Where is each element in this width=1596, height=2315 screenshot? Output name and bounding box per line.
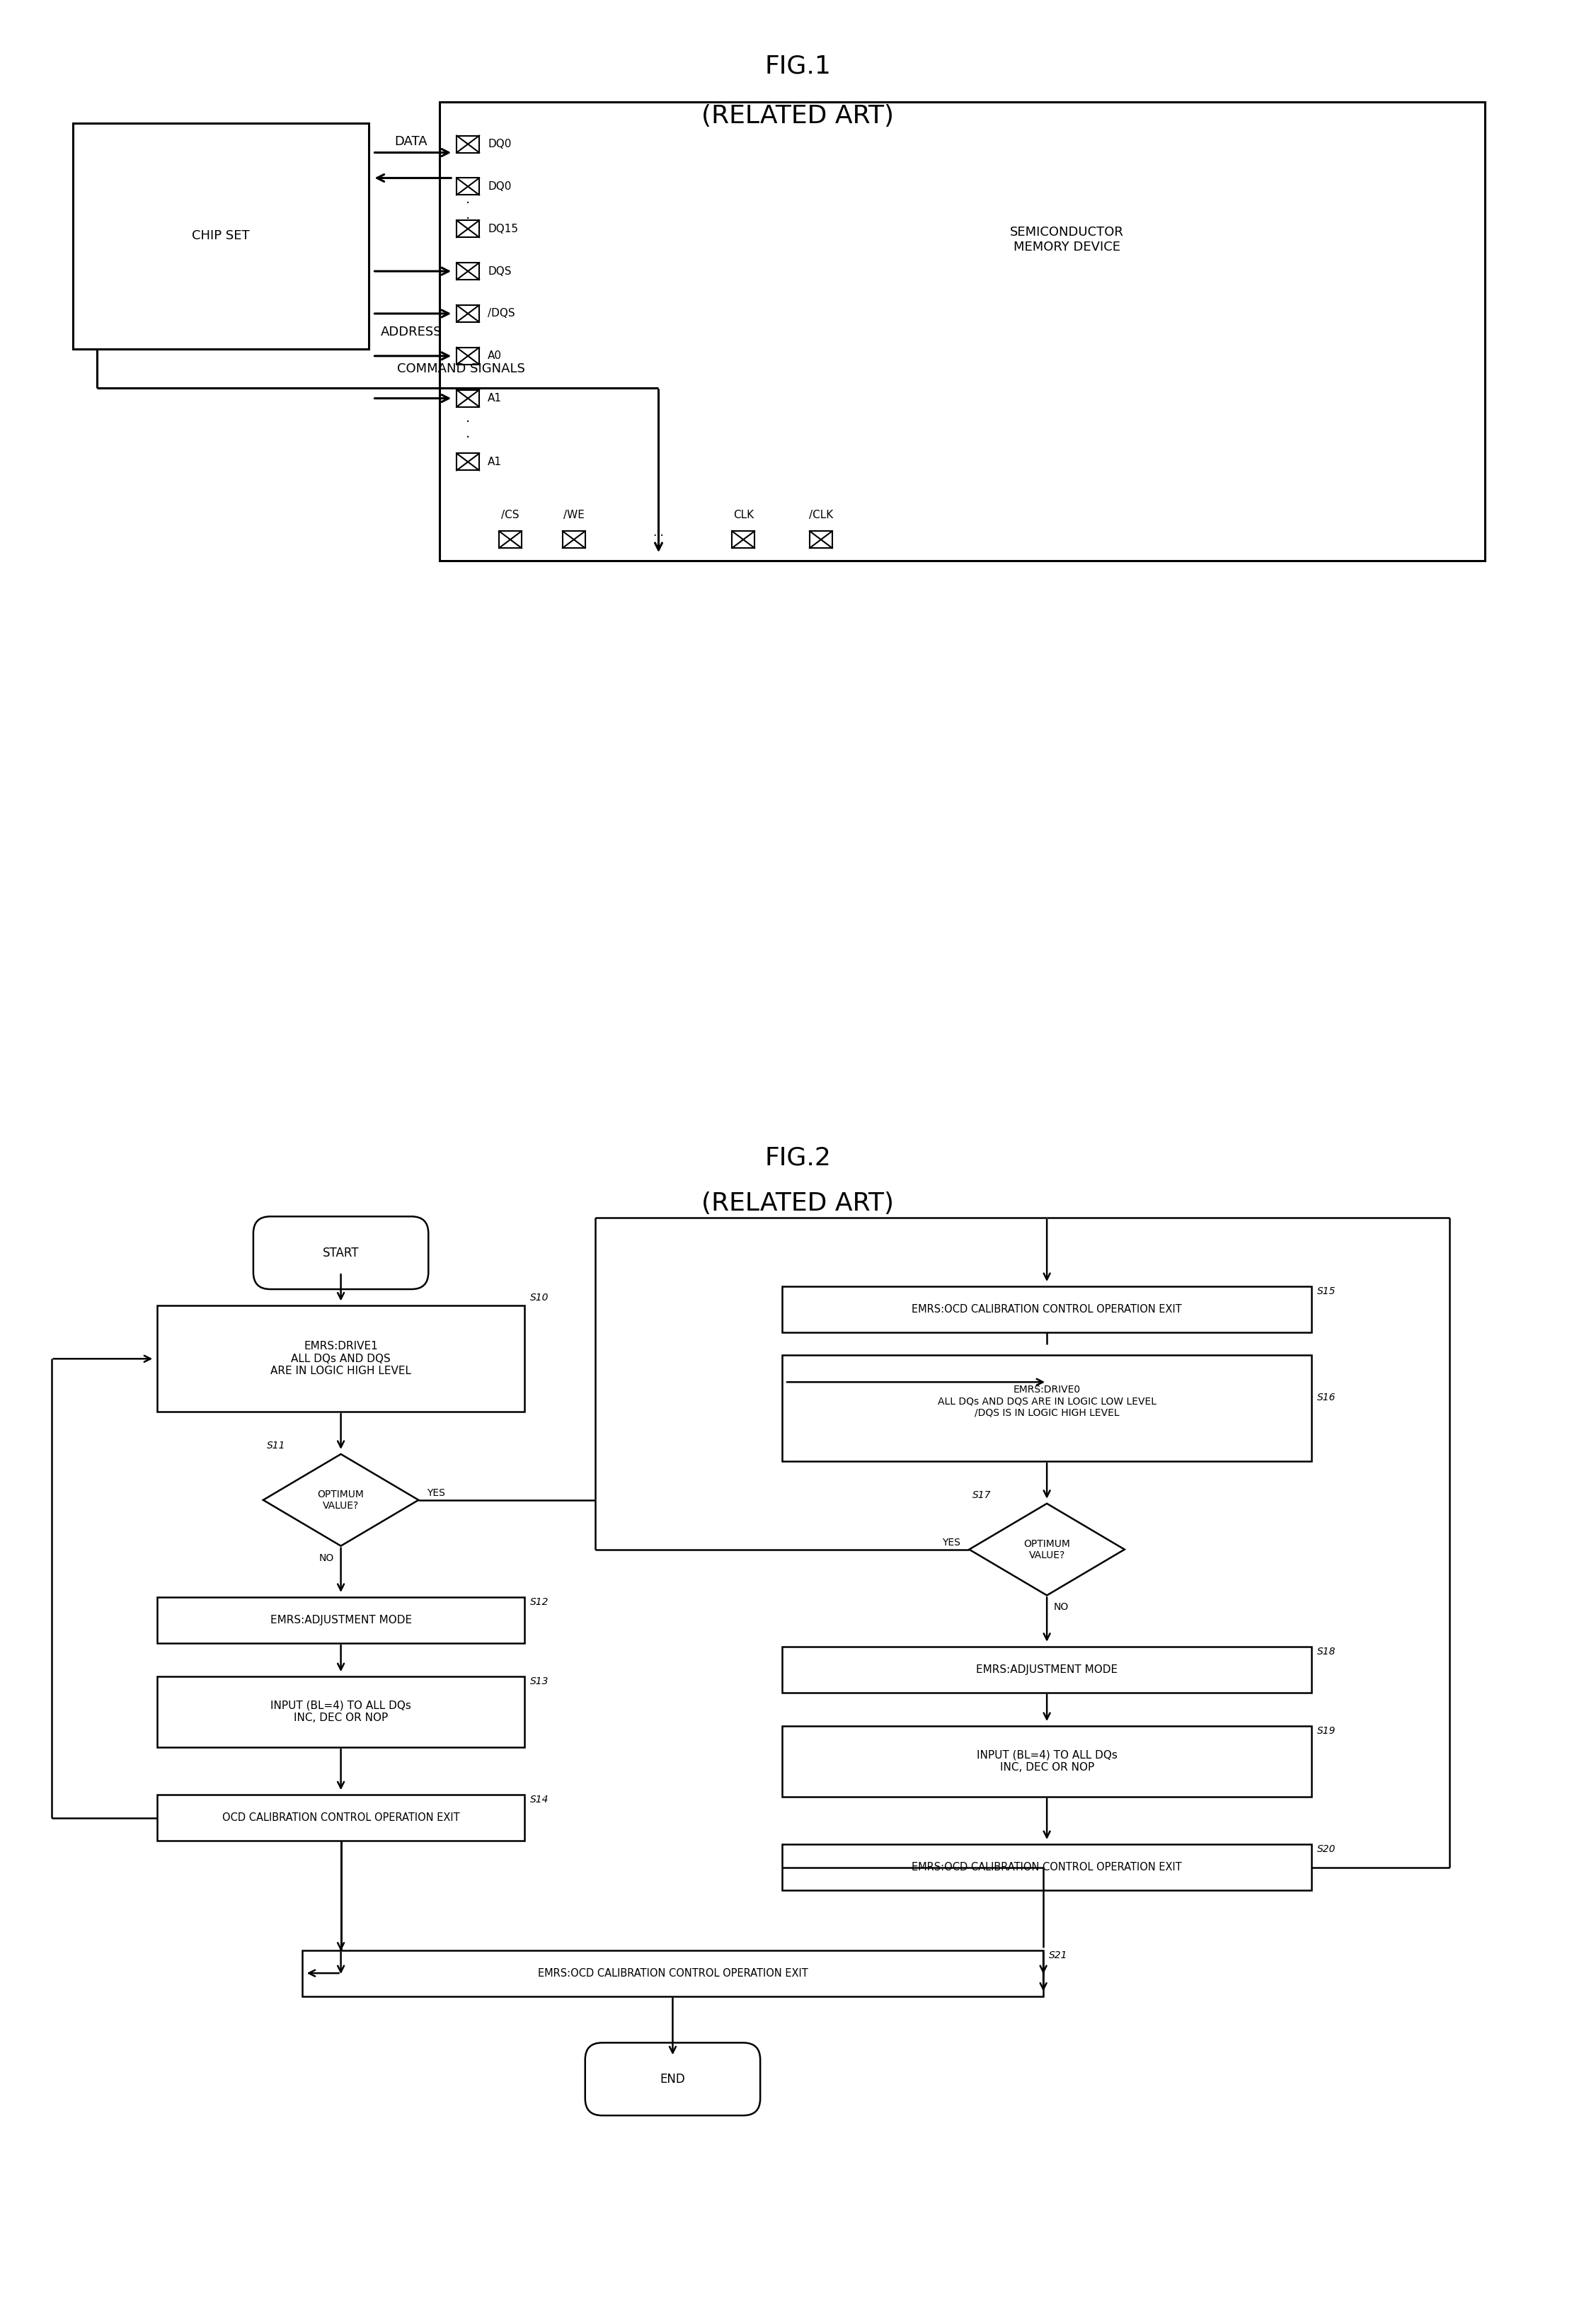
Text: FIG.1: FIG.1 [764, 53, 832, 79]
Text: A0: A0 [488, 350, 501, 361]
FancyBboxPatch shape [254, 1215, 428, 1289]
Text: EMRS:DRIVE1
ALL DQs AND DQS
ARE IN LOGIC HIGH LEVEL: EMRS:DRIVE1 ALL DQs AND DQS ARE IN LOGIC… [270, 1340, 412, 1377]
Text: EMRS:OCD CALIBRATION CONTROL OPERATION EXIT: EMRS:OCD CALIBRATION CONTROL OPERATION E… [911, 1303, 1183, 1315]
Text: CHIP SET: CHIP SET [192, 229, 249, 243]
Text: DATA: DATA [394, 134, 428, 148]
Text: OPTIMUM
VALUE?: OPTIMUM VALUE? [318, 1489, 364, 1512]
FancyBboxPatch shape [456, 306, 479, 322]
Text: DQ0: DQ0 [488, 181, 511, 192]
Text: COMMAND SIGNALS: COMMAND SIGNALS [397, 361, 525, 375]
Text: S12: S12 [530, 1597, 549, 1607]
Text: EMRS:ADJUSTMENT MODE: EMRS:ADJUSTMENT MODE [977, 1664, 1117, 1674]
Text: EMRS:DRIVE0
ALL DQs AND DQS ARE IN LOGIC LOW LEVEL
/DQS IS IN LOGIC HIGH LEVEL: EMRS:DRIVE0 ALL DQs AND DQS ARE IN LOGIC… [937, 1384, 1156, 1417]
Polygon shape [263, 1454, 418, 1546]
FancyBboxPatch shape [782, 1354, 1312, 1461]
FancyBboxPatch shape [302, 1949, 1044, 1996]
Text: S16: S16 [1317, 1394, 1336, 1403]
FancyBboxPatch shape [562, 530, 586, 549]
FancyBboxPatch shape [158, 1306, 525, 1412]
Text: NO: NO [319, 1553, 334, 1563]
Text: NO: NO [1053, 1602, 1069, 1611]
Text: YES: YES [942, 1537, 961, 1546]
FancyBboxPatch shape [809, 530, 832, 549]
Text: S17: S17 [972, 1491, 991, 1500]
FancyBboxPatch shape [158, 1676, 525, 1748]
FancyBboxPatch shape [500, 530, 522, 549]
FancyBboxPatch shape [158, 1597, 525, 1644]
Text: YES: YES [428, 1489, 445, 1498]
Text: A1: A1 [488, 456, 501, 468]
Text: DQ0: DQ0 [488, 139, 511, 150]
FancyBboxPatch shape [456, 389, 479, 407]
FancyBboxPatch shape [456, 454, 479, 470]
FancyBboxPatch shape [733, 530, 755, 549]
Text: /DQS: /DQS [488, 308, 516, 319]
FancyBboxPatch shape [782, 1845, 1312, 1889]
Text: FIG.2: FIG.2 [764, 1146, 832, 1169]
Text: END: END [661, 2072, 685, 2086]
Text: ·
·: · · [466, 417, 471, 444]
Text: /CS: /CS [501, 509, 519, 521]
Text: ADDRESS: ADDRESS [380, 326, 442, 338]
Text: S11: S11 [267, 1440, 286, 1452]
Text: ·
·: · · [466, 197, 471, 225]
Text: DQ15: DQ15 [488, 225, 519, 234]
Text: CLK: CLK [733, 509, 753, 521]
Text: INPUT (BL=4) TO ALL DQs
INC, DEC OR NOP: INPUT (BL=4) TO ALL DQs INC, DEC OR NOP [977, 1750, 1117, 1773]
Text: A1: A1 [488, 394, 501, 403]
Text: /WE: /WE [563, 509, 584, 521]
Text: (RELATED ART): (RELATED ART) [701, 1192, 894, 1215]
Text: START: START [322, 1245, 359, 1259]
FancyBboxPatch shape [456, 347, 479, 363]
Text: OCD CALIBRATION CONTROL OPERATION EXIT: OCD CALIBRATION CONTROL OPERATION EXIT [222, 1813, 460, 1824]
Text: S13: S13 [530, 1676, 549, 1685]
FancyBboxPatch shape [456, 220, 479, 238]
FancyBboxPatch shape [456, 178, 479, 194]
FancyBboxPatch shape [782, 1646, 1312, 1692]
Text: S19: S19 [1317, 1727, 1336, 1736]
Text: S18: S18 [1317, 1646, 1336, 1658]
FancyBboxPatch shape [456, 137, 479, 153]
Text: EMRS:ADJUSTMENT MODE: EMRS:ADJUSTMENT MODE [270, 1616, 412, 1625]
Text: EMRS:OCD CALIBRATION CONTROL OPERATION EXIT: EMRS:OCD CALIBRATION CONTROL OPERATION E… [911, 1861, 1183, 1873]
Text: S14: S14 [530, 1794, 549, 1806]
Text: S15: S15 [1317, 1287, 1336, 1296]
Text: S10: S10 [530, 1294, 549, 1303]
FancyBboxPatch shape [72, 123, 369, 350]
Text: INPUT (BL=4) TO ALL DQs
INC, DEC OR NOP: INPUT (BL=4) TO ALL DQs INC, DEC OR NOP [270, 1702, 412, 1722]
Polygon shape [969, 1502, 1125, 1595]
Text: DQS: DQS [488, 266, 511, 275]
FancyBboxPatch shape [456, 262, 479, 280]
FancyBboxPatch shape [439, 102, 1484, 560]
FancyBboxPatch shape [586, 2042, 760, 2116]
Text: ...: ... [653, 526, 664, 539]
FancyBboxPatch shape [782, 1727, 1312, 1796]
Text: S21: S21 [1049, 1949, 1068, 1961]
FancyBboxPatch shape [158, 1794, 525, 1840]
FancyBboxPatch shape [782, 1287, 1312, 1333]
Text: S20: S20 [1317, 1845, 1336, 1854]
Text: OPTIMUM
VALUE?: OPTIMUM VALUE? [1023, 1539, 1071, 1560]
Text: EMRS:OCD CALIBRATION CONTROL OPERATION EXIT: EMRS:OCD CALIBRATION CONTROL OPERATION E… [538, 1968, 808, 1979]
Text: /CLK: /CLK [809, 509, 833, 521]
Text: SEMICONDUCTOR
MEMORY DEVICE: SEMICONDUCTOR MEMORY DEVICE [1010, 225, 1124, 252]
Text: (RELATED ART): (RELATED ART) [701, 104, 894, 127]
